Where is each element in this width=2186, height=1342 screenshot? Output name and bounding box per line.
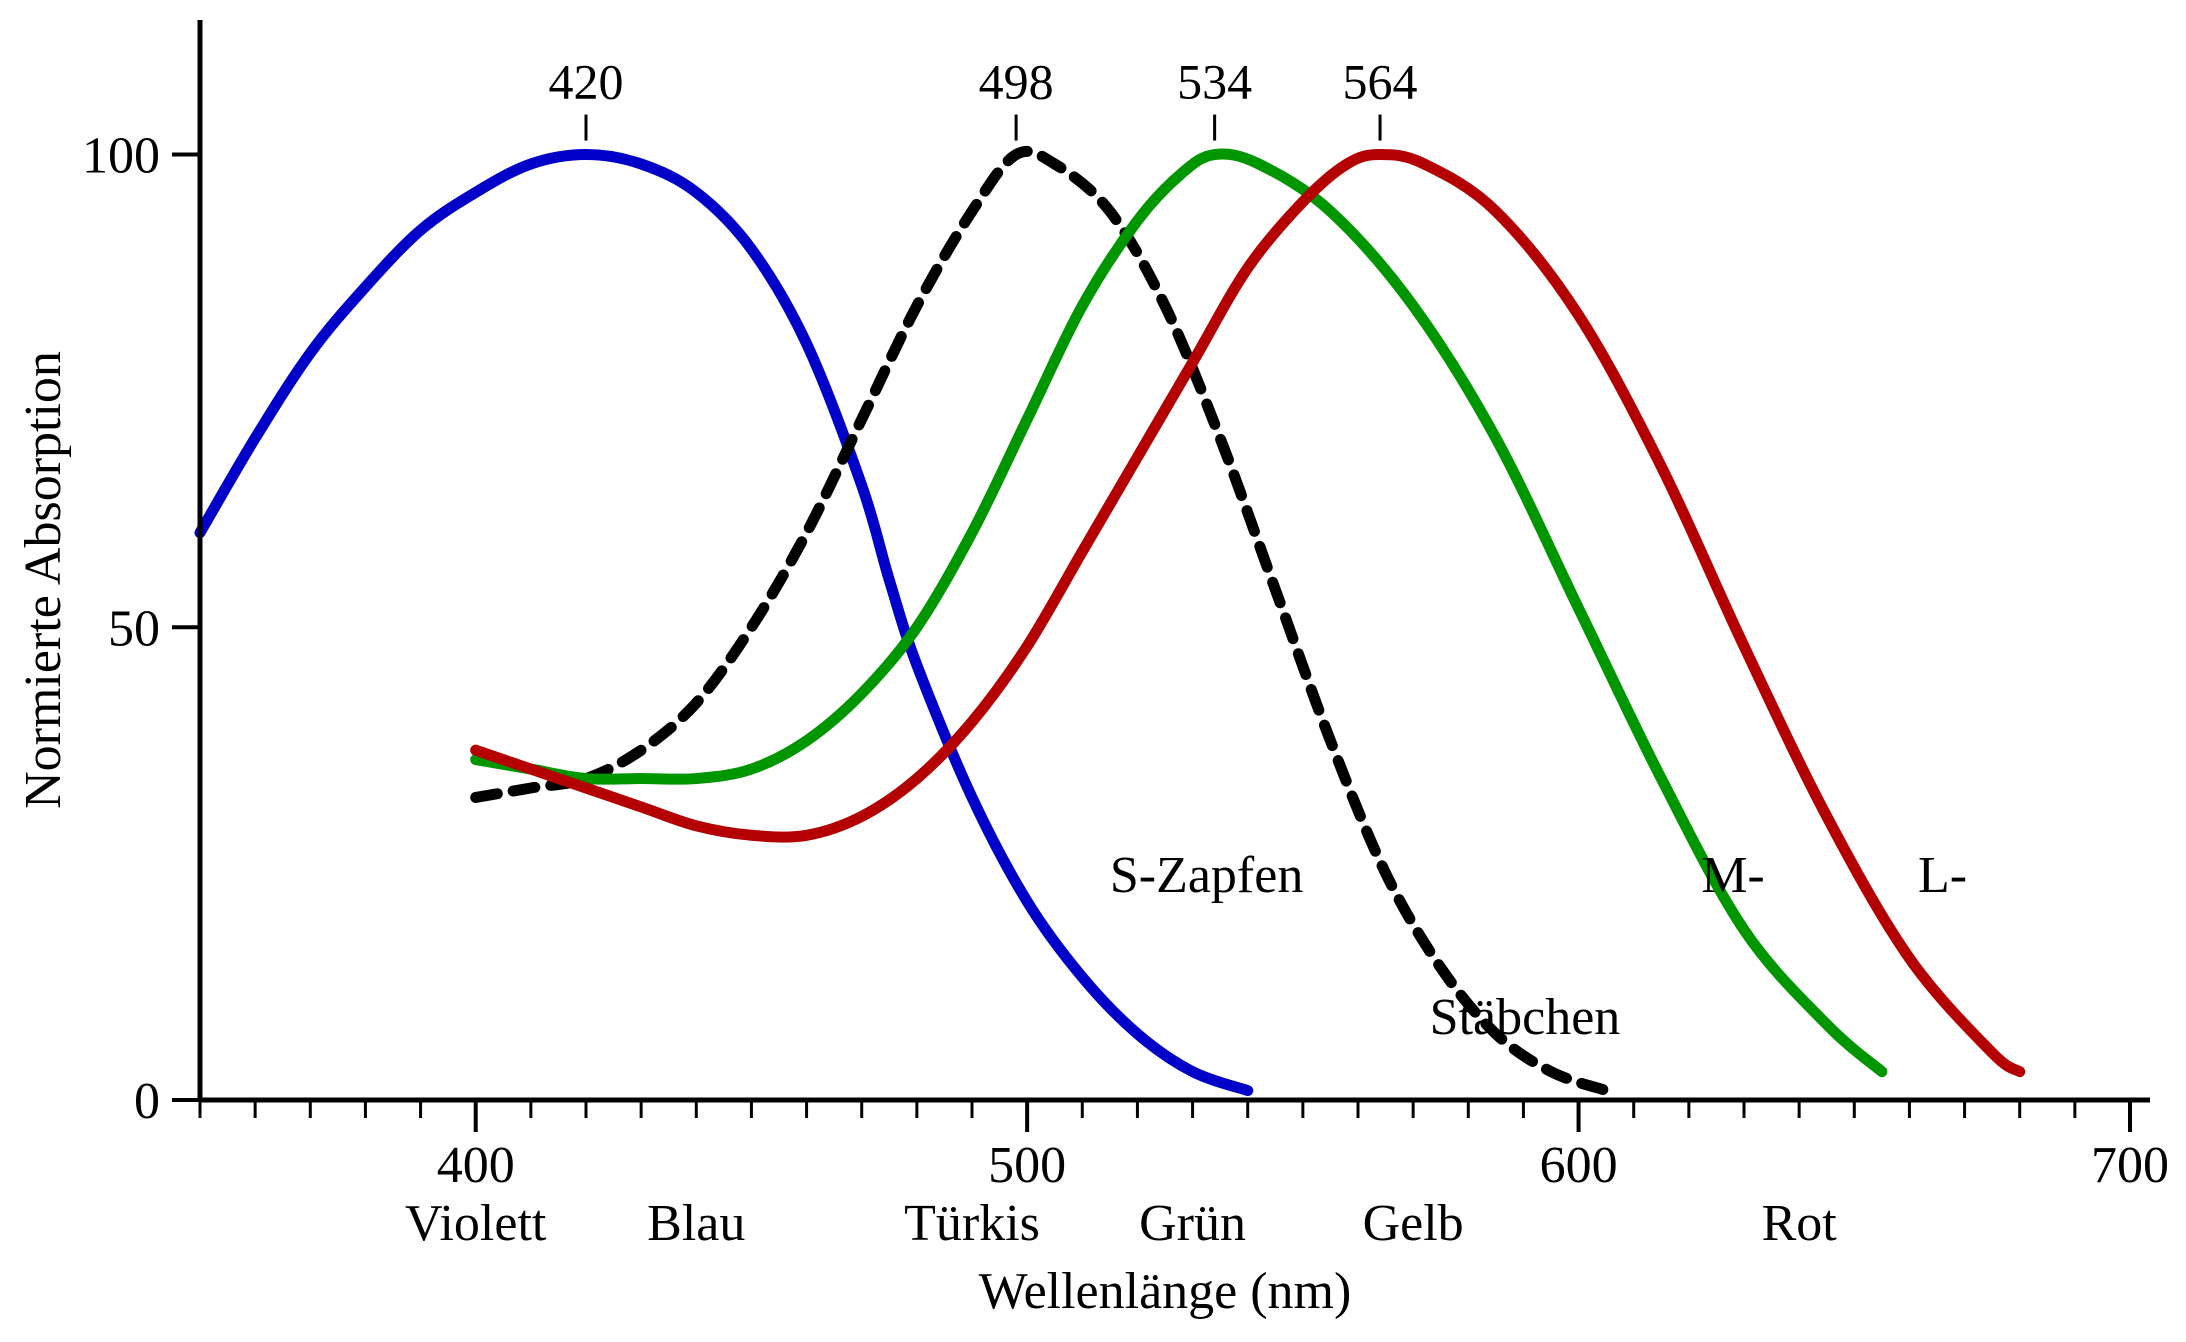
x-color-label: Blau <box>647 1195 745 1252</box>
y-tick-label: 100 <box>82 128 160 185</box>
series-label-m_cone: M- <box>1701 847 1765 904</box>
y-tick-label: 0 <box>134 1073 160 1130</box>
absorption-spectra-chart: 0 50 100 400 500 600 700 Violett Blau Türkis Grün G… <box>0 0 2186 1342</box>
series-label-s_cone: S-Zapfen <box>1110 847 1303 904</box>
x-tick-label: 400 <box>437 1137 515 1194</box>
y-axis-label: Normierte Absorption <box>15 351 72 809</box>
peak-label: 564 <box>1343 54 1418 110</box>
x-axis-label: Wellenlänge (nm) <box>979 1263 1352 1320</box>
peak-label: 534 <box>1177 54 1252 110</box>
peak-label: 420 <box>549 54 624 110</box>
series-label-l_cone: L- <box>1918 847 1967 904</box>
x-tick-label: 500 <box>988 1137 1066 1194</box>
y-tick-label: 50 <box>108 600 160 657</box>
x-color-label: Rot <box>1762 1195 1838 1252</box>
x-tick-label: 600 <box>1540 1137 1618 1194</box>
x-color-label: Grün <box>1139 1195 1246 1252</box>
peak-label: 498 <box>979 54 1054 110</box>
x-color-label: Türkis <box>904 1195 1040 1252</box>
series-label-rod: Stäbchen <box>1430 989 1621 1046</box>
x-color-label: Violett <box>405 1195 547 1252</box>
x-color-label: Gelb <box>1363 1195 1464 1252</box>
x-tick-label: 700 <box>2091 1137 2169 1194</box>
